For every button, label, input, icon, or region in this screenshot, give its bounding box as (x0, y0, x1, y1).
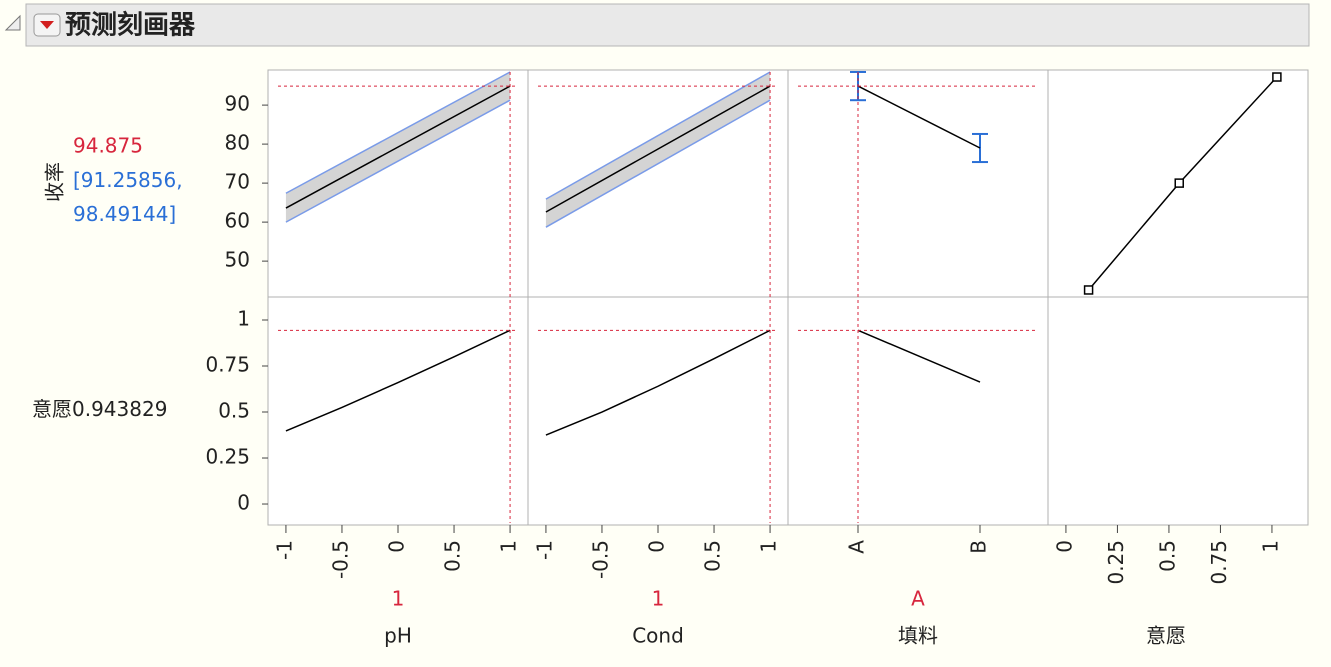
y-tick-label: 60 (225, 209, 250, 233)
x-tick-label: -0.5 (588, 540, 612, 579)
desirability-point (1174, 178, 1184, 188)
upper-line (285, 71, 511, 194)
x-tick-label: A (845, 540, 869, 554)
panel (267, 296, 529, 526)
y-tick-label: 0.25 (205, 445, 250, 469)
title: 预测刻画器 (65, 10, 196, 41)
x-tick-label: 0.5 (441, 540, 465, 572)
y-tick-label: 1 (237, 307, 250, 331)
value: 0.943829 (72, 397, 167, 421)
x-tick-label: 1 (497, 540, 521, 553)
prediction-line (545, 85, 771, 213)
factor-name: 意愿 (1146, 624, 1186, 648)
current-value: 94.875 (73, 134, 143, 158)
desirability-line (285, 329, 511, 432)
x-tick-label: -0.5 (328, 540, 352, 579)
factor-setting: A (911, 587, 925, 611)
desirability-point (1083, 285, 1094, 295)
y-tick-label: 70 (225, 170, 250, 194)
label: 意愿 (32, 397, 72, 421)
x-tick-label: 0.5 (1155, 540, 1179, 572)
factor-name: Cond (632, 624, 684, 648)
factor-name: pH (384, 624, 412, 648)
x-tick-label: 0.5 (701, 540, 725, 572)
y-tick-label: 0.5 (218, 399, 250, 423)
panel (787, 296, 1049, 526)
lower-line (545, 99, 771, 228)
desirability-point (1272, 72, 1282, 82)
menu-arrow (40, 21, 54, 29)
x-tick-label: 0.25 (1104, 540, 1128, 585)
panel (527, 296, 789, 526)
y-tick-label: 90 (225, 92, 250, 116)
desirability-line (857, 329, 981, 383)
y-tick-label: 0 (237, 491, 250, 515)
x-tick-label: 0 (645, 540, 669, 553)
y-tick-label: 80 (225, 131, 250, 155)
lower-line (285, 99, 511, 223)
panel (1047, 296, 1309, 526)
x-tick-label: 1 (757, 540, 781, 553)
y-tick-label: 0.75 (205, 353, 250, 377)
x-tick-label: 0 (1052, 540, 1076, 553)
x-tick-label: 0.75 (1207, 540, 1231, 585)
title-bar (25, 3, 1310, 47)
factor-setting: 1 (652, 587, 665, 611)
response-label: 收率 (43, 162, 67, 202)
desirability-label: 意愿0.943829 (32, 397, 167, 421)
factor-setting: 1 (392, 587, 405, 611)
x-tick-label: -1 (272, 540, 296, 560)
x-tick-label: B (967, 540, 991, 554)
desirability-line (545, 329, 771, 436)
prediction-line (857, 85, 981, 149)
x-tick-label: -1 (532, 540, 556, 560)
upper-line (545, 71, 771, 200)
disclosure-icon[interactable] (4, 14, 21, 31)
prediction-line (285, 85, 511, 209)
x-tick-label: 1 (1258, 540, 1282, 553)
panel (787, 69, 1049, 298)
confidence-interval: [91.25856, 98.49144] (73, 168, 183, 226)
y-tick-label: 50 (225, 248, 250, 272)
x-tick-label: 0 (385, 540, 409, 553)
factor-name: 填料 (898, 624, 938, 648)
